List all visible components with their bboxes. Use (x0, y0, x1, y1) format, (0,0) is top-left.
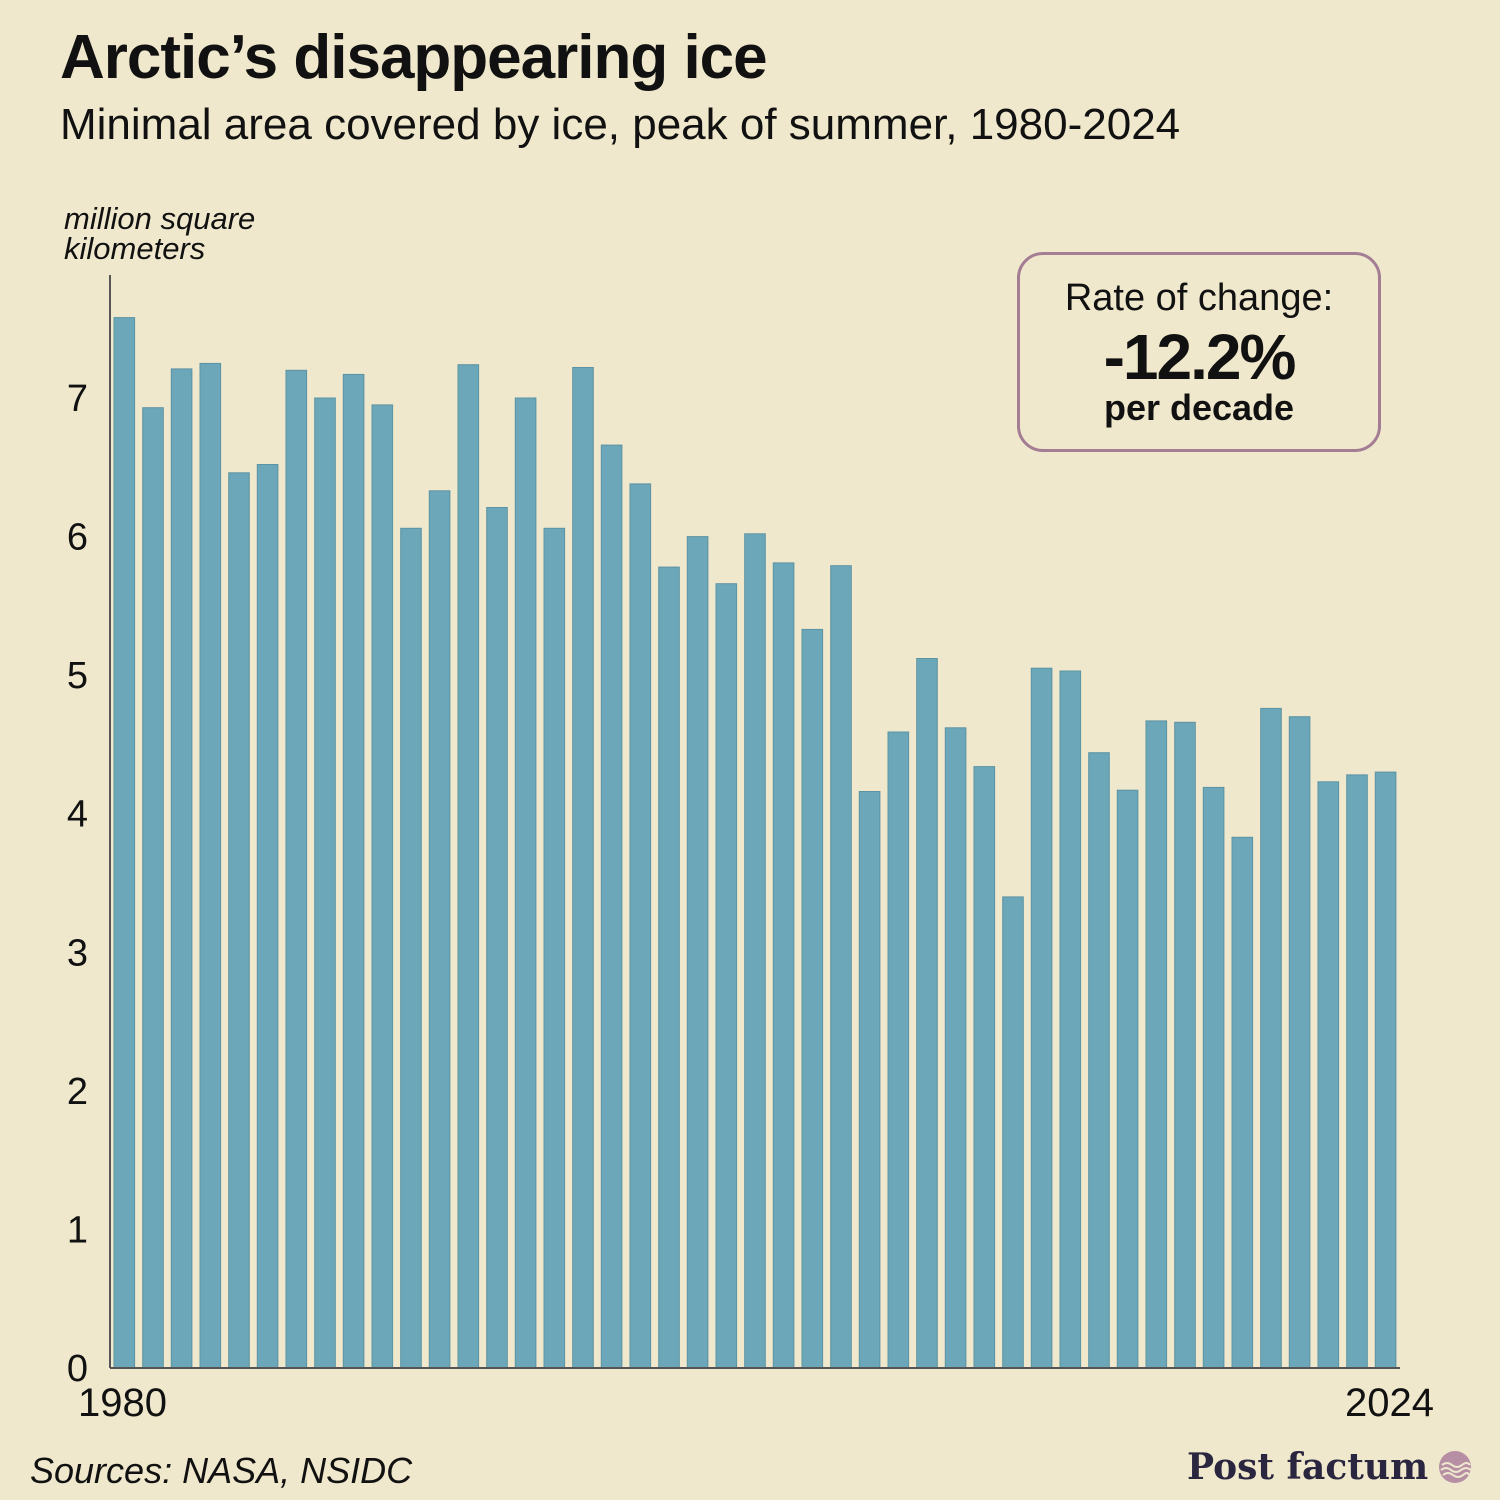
bar-1981 (142, 407, 164, 1369)
bar-1987 (314, 397, 336, 1369)
y-tick-label-5: 5 (67, 655, 88, 697)
bar-1985 (256, 464, 279, 1369)
rate-of-change-unit: per decade (1103, 387, 1295, 428)
bar-2015 (1116, 789, 1139, 1369)
bar-2023 (1346, 774, 1368, 1369)
bar-1996 (572, 367, 594, 1369)
bar-1989 (371, 404, 394, 1369)
rate-of-change-value: -12.2% (1103, 321, 1297, 393)
rate-of-change-box: Rate of change: -12.2% per decade (1017, 252, 1381, 452)
bar-2009 (944, 727, 967, 1369)
chart-title: Arctic’s disappearing ice (60, 23, 768, 92)
bar-2014 (1088, 752, 1110, 1369)
x-tick-label-end: 2024 (1345, 1381, 1434, 1425)
bar-1991 (428, 490, 451, 1369)
bar-2002 (744, 533, 766, 1369)
bar-1995 (543, 527, 566, 1369)
bar-2017 (1174, 721, 1196, 1369)
bar-2005 (830, 565, 852, 1369)
y-tick-label-6: 6 (67, 517, 88, 559)
bar-2012 (1030, 667, 1053, 1369)
bar-2004 (801, 628, 824, 1369)
brand-wave-icon (1439, 1451, 1472, 1483)
bar-1994 (514, 397, 537, 1369)
y-tick-label-0: 0 (67, 1348, 88, 1390)
bar-2021 (1288, 716, 1311, 1369)
bar-1983 (199, 362, 222, 1369)
brand-logo: Post factum (1187, 1446, 1472, 1488)
bar-2016 (1145, 720, 1168, 1369)
chart-subtitle: Minimal area covered by ice, peak of sum… (60, 100, 1181, 149)
y-tick-label-1: 1 (67, 1209, 88, 1251)
x-tick-label-start: 1980 (78, 1381, 167, 1425)
bar-1998 (629, 483, 652, 1369)
y-tick-label-4: 4 (67, 794, 88, 836)
y-tick-label-3: 3 (67, 932, 88, 974)
bar-2008 (916, 658, 938, 1369)
bar-1984 (228, 472, 250, 1369)
bar-1992 (457, 364, 480, 1369)
bar-2001 (715, 583, 738, 1369)
brand-name: Post factum (1187, 1446, 1429, 1488)
bar-1982 (170, 368, 193, 1369)
y-tick-label-2: 2 (67, 1071, 88, 1113)
rate-of-change-label: Rate of change: (1064, 277, 1334, 319)
bar-2024 (1374, 771, 1397, 1369)
bar-2011 (1002, 896, 1024, 1369)
bar-1993 (486, 507, 508, 1369)
bar-1997 (600, 444, 623, 1369)
bar-2019 (1231, 836, 1254, 1369)
bar-2003 (772, 562, 795, 1369)
bar-2013 (1059, 670, 1082, 1369)
bar-2010 (973, 766, 996, 1369)
bar-2018 (1202, 786, 1225, 1369)
bar-1986 (285, 369, 308, 1369)
bar-1980 (113, 317, 136, 1369)
y-tick-label-7: 7 (67, 378, 88, 420)
bar-1999 (658, 566, 680, 1369)
bar-1988 (342, 373, 365, 1369)
bar-2007 (887, 731, 910, 1369)
bar-2006 (858, 791, 881, 1369)
bar-2000 (686, 536, 709, 1369)
bar-2022 (1317, 781, 1340, 1369)
bar-2020 (1260, 707, 1282, 1369)
source-note: Sources: NASA, NSIDC (30, 1450, 413, 1491)
bar-1990 (400, 527, 422, 1369)
y-axis-unit-label: million square kilometers (64, 201, 256, 266)
